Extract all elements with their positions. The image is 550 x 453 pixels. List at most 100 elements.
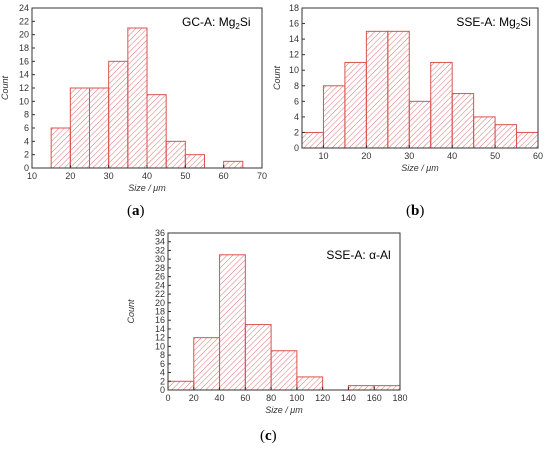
x-tick-label: 60 bbox=[240, 393, 250, 403]
panel-caption-a: (a) bbox=[127, 203, 145, 219]
y-tick-label: 14 bbox=[155, 324, 165, 334]
y-tick-label: 8 bbox=[294, 81, 299, 91]
x-tick-label: 50 bbox=[490, 151, 500, 161]
histogram-chart-b: 0 2 4 6 8 10 12 14 16 18 10 20 30 40 50 60 Size / μm Coun… bbox=[272, 3, 543, 173]
y-tick-label: 2 bbox=[24, 150, 29, 160]
histogram-bar bbox=[219, 254, 246, 391]
y-tick-label: 2 bbox=[160, 376, 165, 386]
x-tick-label: 50 bbox=[180, 171, 190, 181]
y-tick-label: 22 bbox=[19, 16, 29, 26]
x-tick-label: 0 bbox=[165, 393, 170, 403]
x-axis-label: Size / μm bbox=[265, 405, 303, 415]
x-tick-label: 20 bbox=[189, 393, 199, 403]
histogram-bar bbox=[430, 61, 453, 149]
y-tick-label: 16 bbox=[289, 19, 299, 29]
y-axis-label: Count bbox=[272, 66, 282, 91]
x-tick-label: 180 bbox=[392, 393, 407, 403]
y-tick-label: 10 bbox=[289, 65, 299, 75]
histogram-bar bbox=[244, 324, 272, 391]
y-tick-label: 8 bbox=[160, 350, 165, 360]
x-tick-label: 60 bbox=[533, 151, 543, 161]
y-tick-label: 30 bbox=[155, 254, 165, 264]
histogram-bar bbox=[347, 385, 375, 391]
x-tick-label: 40 bbox=[215, 393, 225, 403]
histogram-bar bbox=[322, 85, 346, 149]
panel-caption-b: (b) bbox=[406, 203, 425, 219]
histogram-bar bbox=[89, 87, 110, 169]
y-tick-label: 10 bbox=[19, 96, 29, 106]
y-tick-label: 2 bbox=[294, 127, 299, 137]
histogram-bar bbox=[69, 87, 91, 169]
y-tick-label: 6 bbox=[160, 359, 165, 369]
y-tick-label: 18 bbox=[155, 307, 165, 317]
y-tick-label: 20 bbox=[19, 30, 29, 40]
histogram-bar bbox=[146, 94, 167, 169]
y-tick-label: 14 bbox=[289, 34, 299, 44]
y-tick-label: 4 bbox=[294, 112, 299, 122]
series-inset-label: SSE-A: α-Al bbox=[326, 248, 390, 262]
histogram-bar bbox=[373, 385, 401, 391]
x-tick-label: 120 bbox=[315, 393, 330, 403]
y-tick-label: 4 bbox=[160, 368, 165, 378]
histogram-bar bbox=[296, 376, 324, 391]
series-inset-label: SSE-A: Mg2Si bbox=[456, 15, 530, 31]
histogram-bar bbox=[193, 337, 221, 391]
x-tick-label: 140 bbox=[341, 393, 356, 403]
histogram-panel-c: 0 2 4 6 8 10 12 14 16 18 20 22 24 26 28 30 32 34 36 0 20 40 60… bbox=[110, 225, 440, 453]
x-tick-label: 40 bbox=[447, 151, 457, 161]
y-tick-label: 28 bbox=[155, 263, 165, 273]
histogram-bar bbox=[451, 93, 475, 149]
y-tick-label: 36 bbox=[155, 228, 165, 238]
x-tick-label: 30 bbox=[104, 171, 114, 181]
histogram-bar bbox=[184, 154, 205, 169]
x-axis-label: Size / μm bbox=[401, 163, 439, 173]
y-tick-label: 12 bbox=[19, 83, 29, 93]
y-tick-label: 8 bbox=[24, 110, 29, 120]
histogram-bar bbox=[108, 60, 129, 169]
y-tick-label: 32 bbox=[155, 245, 165, 255]
x-tick-label: 20 bbox=[65, 171, 75, 181]
y-axis-label: Count bbox=[126, 299, 136, 324]
y-tick-label: 6 bbox=[24, 123, 29, 133]
y-tick-label: 4 bbox=[24, 136, 29, 146]
histogram-bar bbox=[344, 61, 367, 149]
y-tick-label: 6 bbox=[294, 96, 299, 106]
y-tick-label: 24 bbox=[155, 280, 165, 290]
y-tick-label: 16 bbox=[155, 315, 165, 325]
x-tick-label: 160 bbox=[367, 393, 382, 403]
histogram-bar bbox=[165, 140, 186, 169]
y-tick-label: 18 bbox=[289, 3, 299, 13]
y-tick-label: 18 bbox=[19, 43, 29, 53]
x-tick-label: 80 bbox=[266, 393, 276, 403]
histogram-panel-a: 0 2 4 6 8 10 12 14 16 18 20 22 24 10 20 30 40 50 60 70 Size … bbox=[0, 0, 275, 225]
y-tick-label: 34 bbox=[155, 237, 165, 247]
histogram-bar bbox=[223, 160, 244, 169]
histogram-panel-b: 0 2 4 6 8 10 12 14 16 18 10 20 30 40 50 60 Size / μm Coun… bbox=[272, 0, 550, 225]
x-axis-label: Size / μm bbox=[128, 183, 166, 193]
y-tick-label: 22 bbox=[155, 289, 165, 299]
histogram-bar bbox=[167, 380, 195, 391]
x-tick-label: 20 bbox=[361, 151, 371, 161]
x-tick-label: 30 bbox=[404, 151, 414, 161]
x-tick-label: 10 bbox=[318, 151, 328, 161]
y-tick-label: 20 bbox=[155, 298, 165, 308]
x-tick-label: 70 bbox=[257, 171, 267, 181]
y-axis-label: Count bbox=[0, 76, 10, 101]
plot-frame bbox=[301, 7, 539, 149]
histogram-bar bbox=[473, 116, 496, 149]
histogram-bar bbox=[365, 30, 389, 149]
y-tick-label: 12 bbox=[289, 50, 299, 60]
histogram-bar bbox=[270, 350, 298, 391]
histogram-bar bbox=[494, 124, 518, 149]
panel-caption-c: (c) bbox=[260, 428, 277, 444]
y-tick-label: 24 bbox=[19, 3, 29, 13]
histogram-bar bbox=[516, 131, 539, 149]
y-tick-label: 14 bbox=[19, 70, 29, 80]
y-tick-label: 0 bbox=[160, 385, 165, 395]
x-tick-label: 40 bbox=[142, 171, 152, 181]
y-tick-label: 26 bbox=[155, 272, 165, 282]
x-tick-label: 10 bbox=[27, 171, 37, 181]
y-tick-label: 16 bbox=[19, 56, 29, 66]
